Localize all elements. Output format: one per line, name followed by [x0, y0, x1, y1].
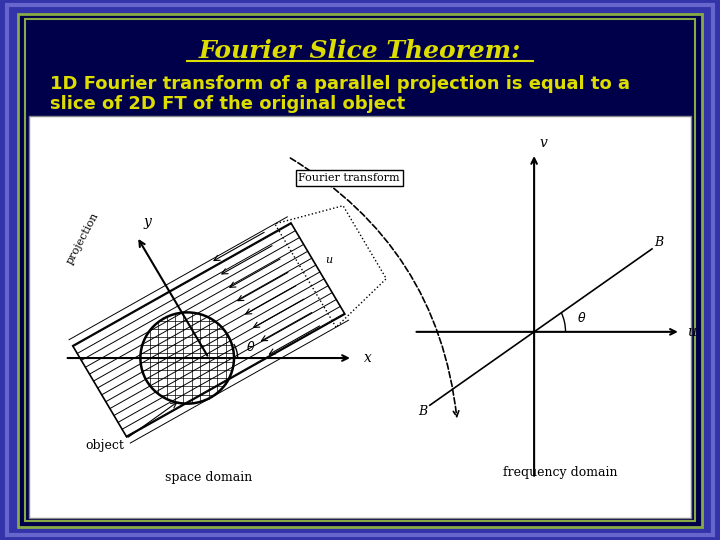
- Text: B: B: [654, 235, 664, 249]
- Text: y: y: [144, 215, 152, 230]
- Text: B: B: [418, 405, 427, 418]
- Bar: [29, 116, 691, 518]
- Text: v: v: [539, 136, 547, 150]
- Text: $\theta$: $\theta$: [246, 340, 256, 354]
- Text: space domain: space domain: [165, 471, 253, 484]
- Text: 1D Fourier transform of a parallel projection is equal to a: 1D Fourier transform of a parallel proje…: [50, 75, 631, 93]
- Text: x: x: [364, 351, 372, 365]
- Polygon shape: [73, 223, 345, 437]
- Text: $\theta$: $\theta$: [577, 311, 587, 325]
- Text: slice of 2D FT of the original object: slice of 2D FT of the original object: [50, 94, 405, 113]
- Text: Fourier transform: Fourier transform: [298, 173, 400, 183]
- Text: u: u: [325, 255, 333, 265]
- Text: projection: projection: [65, 211, 101, 266]
- Bar: [29, 22, 691, 135]
- Text: Fourier Slice Theorem:: Fourier Slice Theorem:: [199, 39, 521, 63]
- Text: frequency domain: frequency domain: [503, 466, 618, 479]
- Text: object: object: [85, 439, 124, 453]
- Text: u: u: [687, 325, 696, 339]
